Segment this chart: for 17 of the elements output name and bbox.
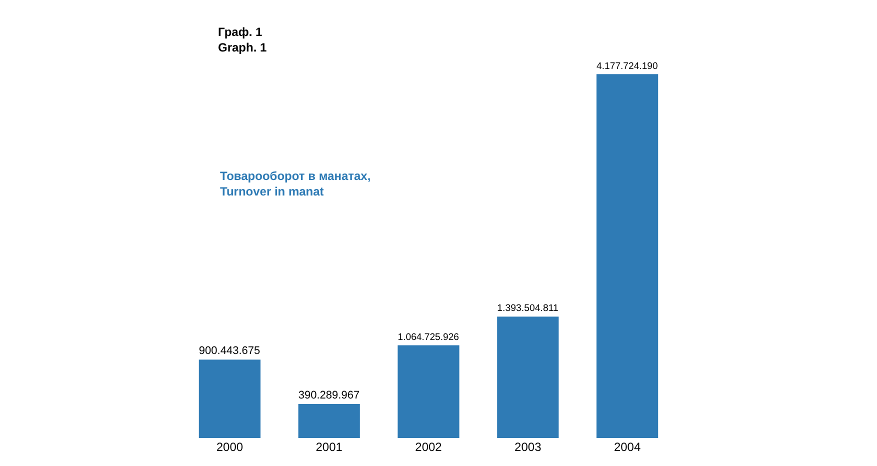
- x-tick-label: 2000: [216, 440, 244, 454]
- chart-title: Граф. 1 Graph. 1: [218, 25, 268, 55]
- bar: [497, 316, 559, 438]
- data-label: 4.177.724.190: [596, 60, 658, 72]
- data-label: 390.289.967: [298, 389, 360, 402]
- data-label: 900.443.675: [198, 344, 260, 357]
- x-tick-label: 2004: [614, 440, 641, 454]
- x-tick-label: 2003: [514, 440, 542, 454]
- x-tick-label: 2002: [415, 440, 442, 454]
- bar: [398, 345, 460, 438]
- bar: [596, 74, 658, 438]
- bar: [298, 404, 360, 438]
- x-tick-label: 2001: [316, 440, 343, 454]
- text: Товарооборот в манатах, Turnover in manat: [220, 169, 371, 199]
- data-label: 1.393.504.811: [497, 303, 558, 314]
- bar: [198, 360, 261, 438]
- data-label: 1.064.725.926: [398, 332, 460, 343]
